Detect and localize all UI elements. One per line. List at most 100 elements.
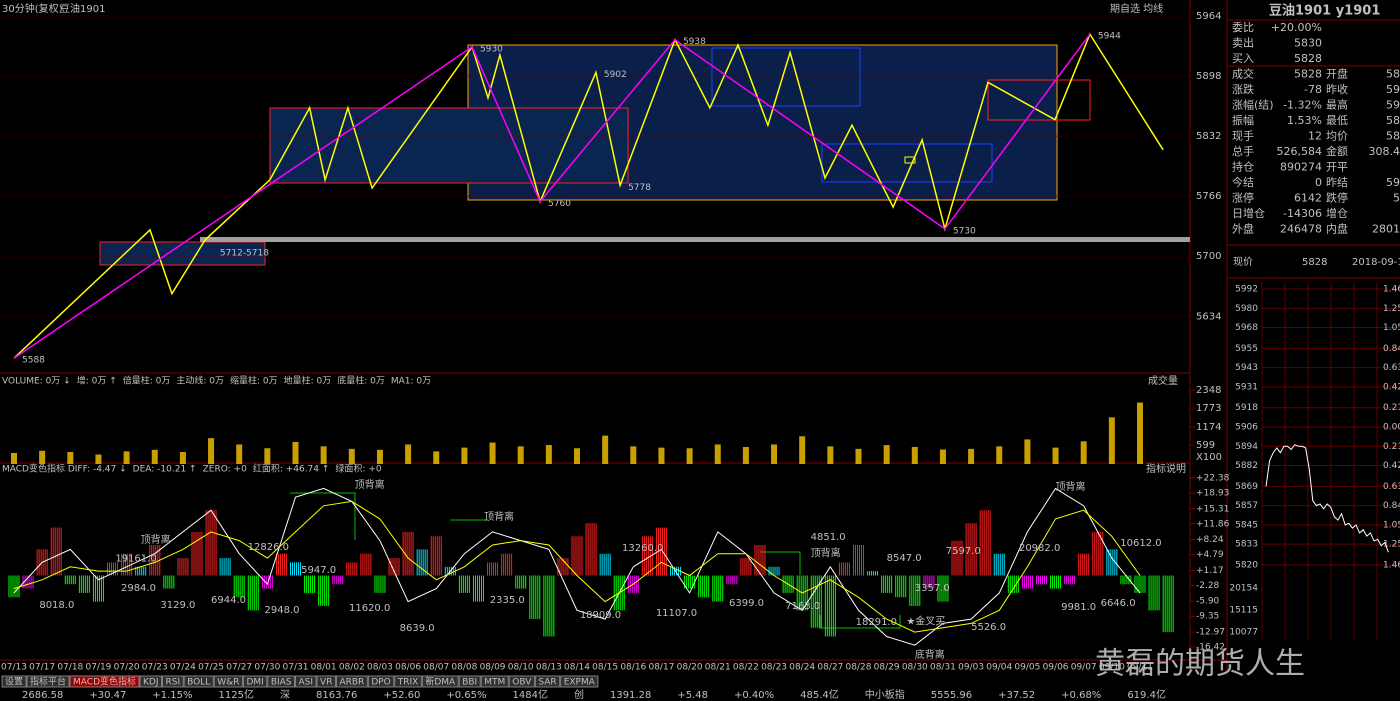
tab-label[interactable]: MACD变色指标 — [73, 676, 136, 688]
x-tick-label: 08/27 — [817, 663, 843, 673]
tab-label[interactable]: ASI — [299, 678, 314, 688]
status-item: +37.52 — [998, 690, 1035, 701]
y2-tick-label: 1.46% — [1383, 285, 1400, 295]
tab[interactable] — [508, 675, 535, 688]
bar — [1108, 417, 1115, 464]
tab[interactable] — [316, 675, 336, 688]
annotation: 5760 — [548, 199, 571, 209]
tab[interactable] — [139, 675, 163, 688]
y-tick-label: 5882 — [1235, 461, 1258, 471]
tab[interactable] — [267, 675, 296, 688]
annotation: 顶背离 — [141, 533, 171, 546]
tab[interactable] — [534, 675, 561, 688]
volume-title[interactable]: 成交量 — [1148, 374, 1178, 387]
tab-label[interactable]: EXPMA — [564, 678, 596, 688]
price-line — [1265, 444, 1389, 553]
annotation: 8547.0 — [887, 553, 922, 564]
quote-value: 58 — [1386, 130, 1400, 143]
tab[interactable] — [394, 675, 422, 688]
bar — [376, 449, 383, 464]
annotation: 顶背离 — [811, 546, 841, 559]
tab-label[interactable]: W&R — [217, 678, 239, 688]
legend-item: 底量柱: 0万 — [337, 375, 385, 387]
quote-label: 外盘 — [1232, 222, 1254, 236]
x-tick-label: 08/23 — [761, 663, 787, 673]
tab-label[interactable]: MTM — [484, 678, 505, 688]
quote-value: 0 — [1315, 176, 1322, 189]
x-tick-label: 08/22 — [733, 663, 759, 673]
x-tick-label: 09/04 — [986, 663, 1012, 673]
quote-label: 均价 — [1326, 130, 1348, 143]
tab[interactable] — [335, 675, 368, 688]
x-tick-label: 07/24 — [170, 663, 196, 673]
tab[interactable] — [367, 675, 395, 688]
x-tick-label: 08/08 — [451, 663, 477, 673]
quote-label: 最高 — [1326, 98, 1348, 112]
x-tick-label: 08/29 — [874, 663, 900, 673]
tab-label[interactable]: DMI — [246, 678, 263, 688]
tab[interactable] — [213, 675, 243, 688]
tab-label[interactable]: 新DMA — [425, 676, 456, 688]
tab[interactable] — [242, 675, 268, 688]
annotation: 5588 — [22, 356, 45, 366]
x-tick-label: 08/02 — [339, 663, 365, 673]
tab-label[interactable]: KDJ — [143, 678, 159, 688]
status-item: +0.68% — [1061, 690, 1101, 701]
y-tick-label: 5894 — [1235, 442, 1258, 452]
tab-label[interactable]: RSI — [166, 678, 181, 688]
tab-label[interactable]: 设置 — [5, 677, 23, 688]
tab-label[interactable]: OBV — [512, 678, 532, 688]
tab-label[interactable]: 指标平台 — [30, 676, 66, 688]
bar — [574, 448, 580, 464]
x-tick-label: 08/01 — [311, 663, 337, 673]
x-tick-label: 07/19 — [85, 663, 111, 673]
tab[interactable] — [162, 675, 184, 688]
y-tick-label: -2.28 — [1196, 581, 1220, 591]
bar — [1137, 402, 1143, 464]
quote-label: 委比 — [1232, 21, 1254, 34]
bar — [658, 447, 665, 464]
indicator-help[interactable]: 指标说明 — [1146, 462, 1186, 475]
annotation: 10612.0 — [1120, 538, 1161, 549]
y-tick-label: 5898 — [1196, 71, 1221, 82]
tab[interactable] — [458, 675, 481, 688]
bar — [489, 442, 496, 464]
tab-label[interactable]: DPO — [371, 678, 390, 688]
tab-label[interactable]: TRIX — [397, 678, 419, 688]
status-item: 创 — [574, 688, 584, 701]
x-tick-label: 07/27 — [226, 663, 252, 673]
bar — [264, 448, 271, 464]
toolbar[interactable]: 期自选 均线 — [1110, 2, 1163, 15]
tab-label[interactable]: BBI — [462, 678, 477, 688]
tab-label[interactable]: VR — [320, 678, 332, 688]
intraday-title: 现价 — [1233, 256, 1253, 268]
tab[interactable] — [560, 675, 599, 688]
quote-title: 豆油1901 y1901 — [1269, 3, 1380, 19]
tab[interactable] — [1, 675, 27, 688]
x-tick-label: 07/30 — [254, 663, 280, 673]
y-tick-label: +18.93 — [1196, 489, 1229, 499]
tab[interactable] — [26, 675, 70, 688]
bar — [545, 445, 552, 464]
tab[interactable] — [480, 675, 509, 688]
line — [13, 32, 1164, 359]
tab[interactable] — [421, 675, 459, 688]
quote-label: 涨停 — [1232, 191, 1254, 205]
annotation: 11620.0 — [349, 603, 390, 614]
tab-label[interactable]: SAR — [538, 678, 556, 688]
annotation: 11107.0 — [656, 608, 697, 619]
tab[interactable] — [295, 675, 317, 688]
tab[interactable] — [69, 675, 140, 688]
tab-label[interactable]: BIAS — [271, 678, 292, 688]
x-tick-label: 08/15 — [592, 663, 618, 673]
bar — [1024, 439, 1031, 464]
bar — [1080, 441, 1087, 464]
bar — [602, 435, 609, 464]
legend-item: 增: 0万 ↑ — [77, 375, 117, 387]
quote-value: 1.53% — [1287, 114, 1322, 127]
tab-label[interactable]: BOLL — [187, 678, 210, 688]
quote-label: 跌停 — [1326, 191, 1348, 205]
tab-label[interactable]: ARBR — [339, 678, 364, 688]
quote-value: -14306 — [1283, 207, 1322, 220]
tab[interactable] — [183, 675, 214, 688]
